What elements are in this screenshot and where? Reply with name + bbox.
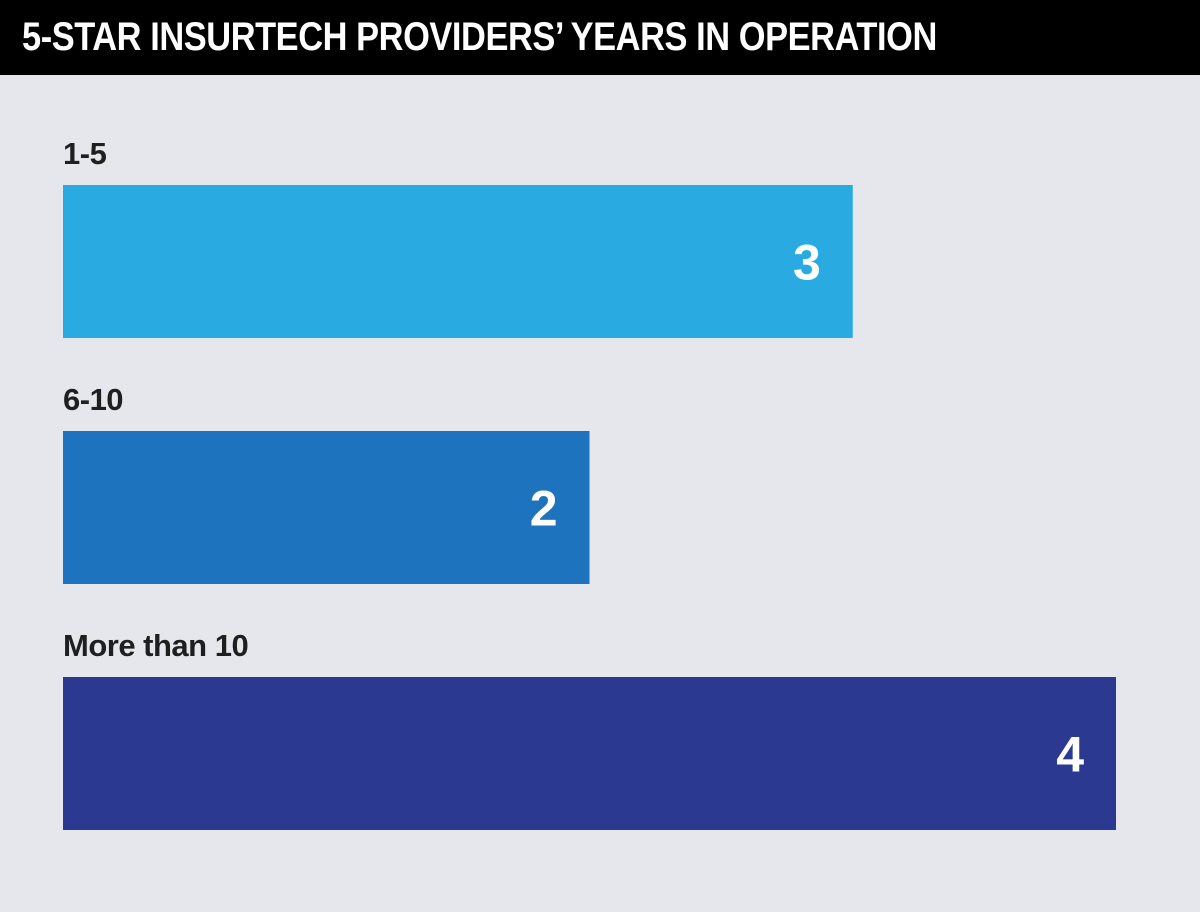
title-bar: 5-STAR INSURTECH PROVIDERS’ YEARS IN OPE… bbox=[0, 0, 1200, 75]
category-label: 6-10 bbox=[63, 382, 123, 417]
bar-chart: 1-5 3 6-10 2 More than 10 4 bbox=[63, 136, 1116, 830]
bar bbox=[63, 677, 1116, 830]
chart-title: 5-STAR INSURTECH PROVIDERS’ YEARS IN OPE… bbox=[22, 15, 937, 59]
bar-value-label: 3 bbox=[793, 235, 821, 291]
bar bbox=[63, 431, 590, 584]
category-label: 1-5 bbox=[63, 136, 107, 171]
bar-value-label: 4 bbox=[1056, 727, 1084, 783]
bar-value-label: 2 bbox=[530, 481, 558, 537]
bar bbox=[63, 185, 853, 338]
category-label: More than 10 bbox=[63, 628, 248, 663]
